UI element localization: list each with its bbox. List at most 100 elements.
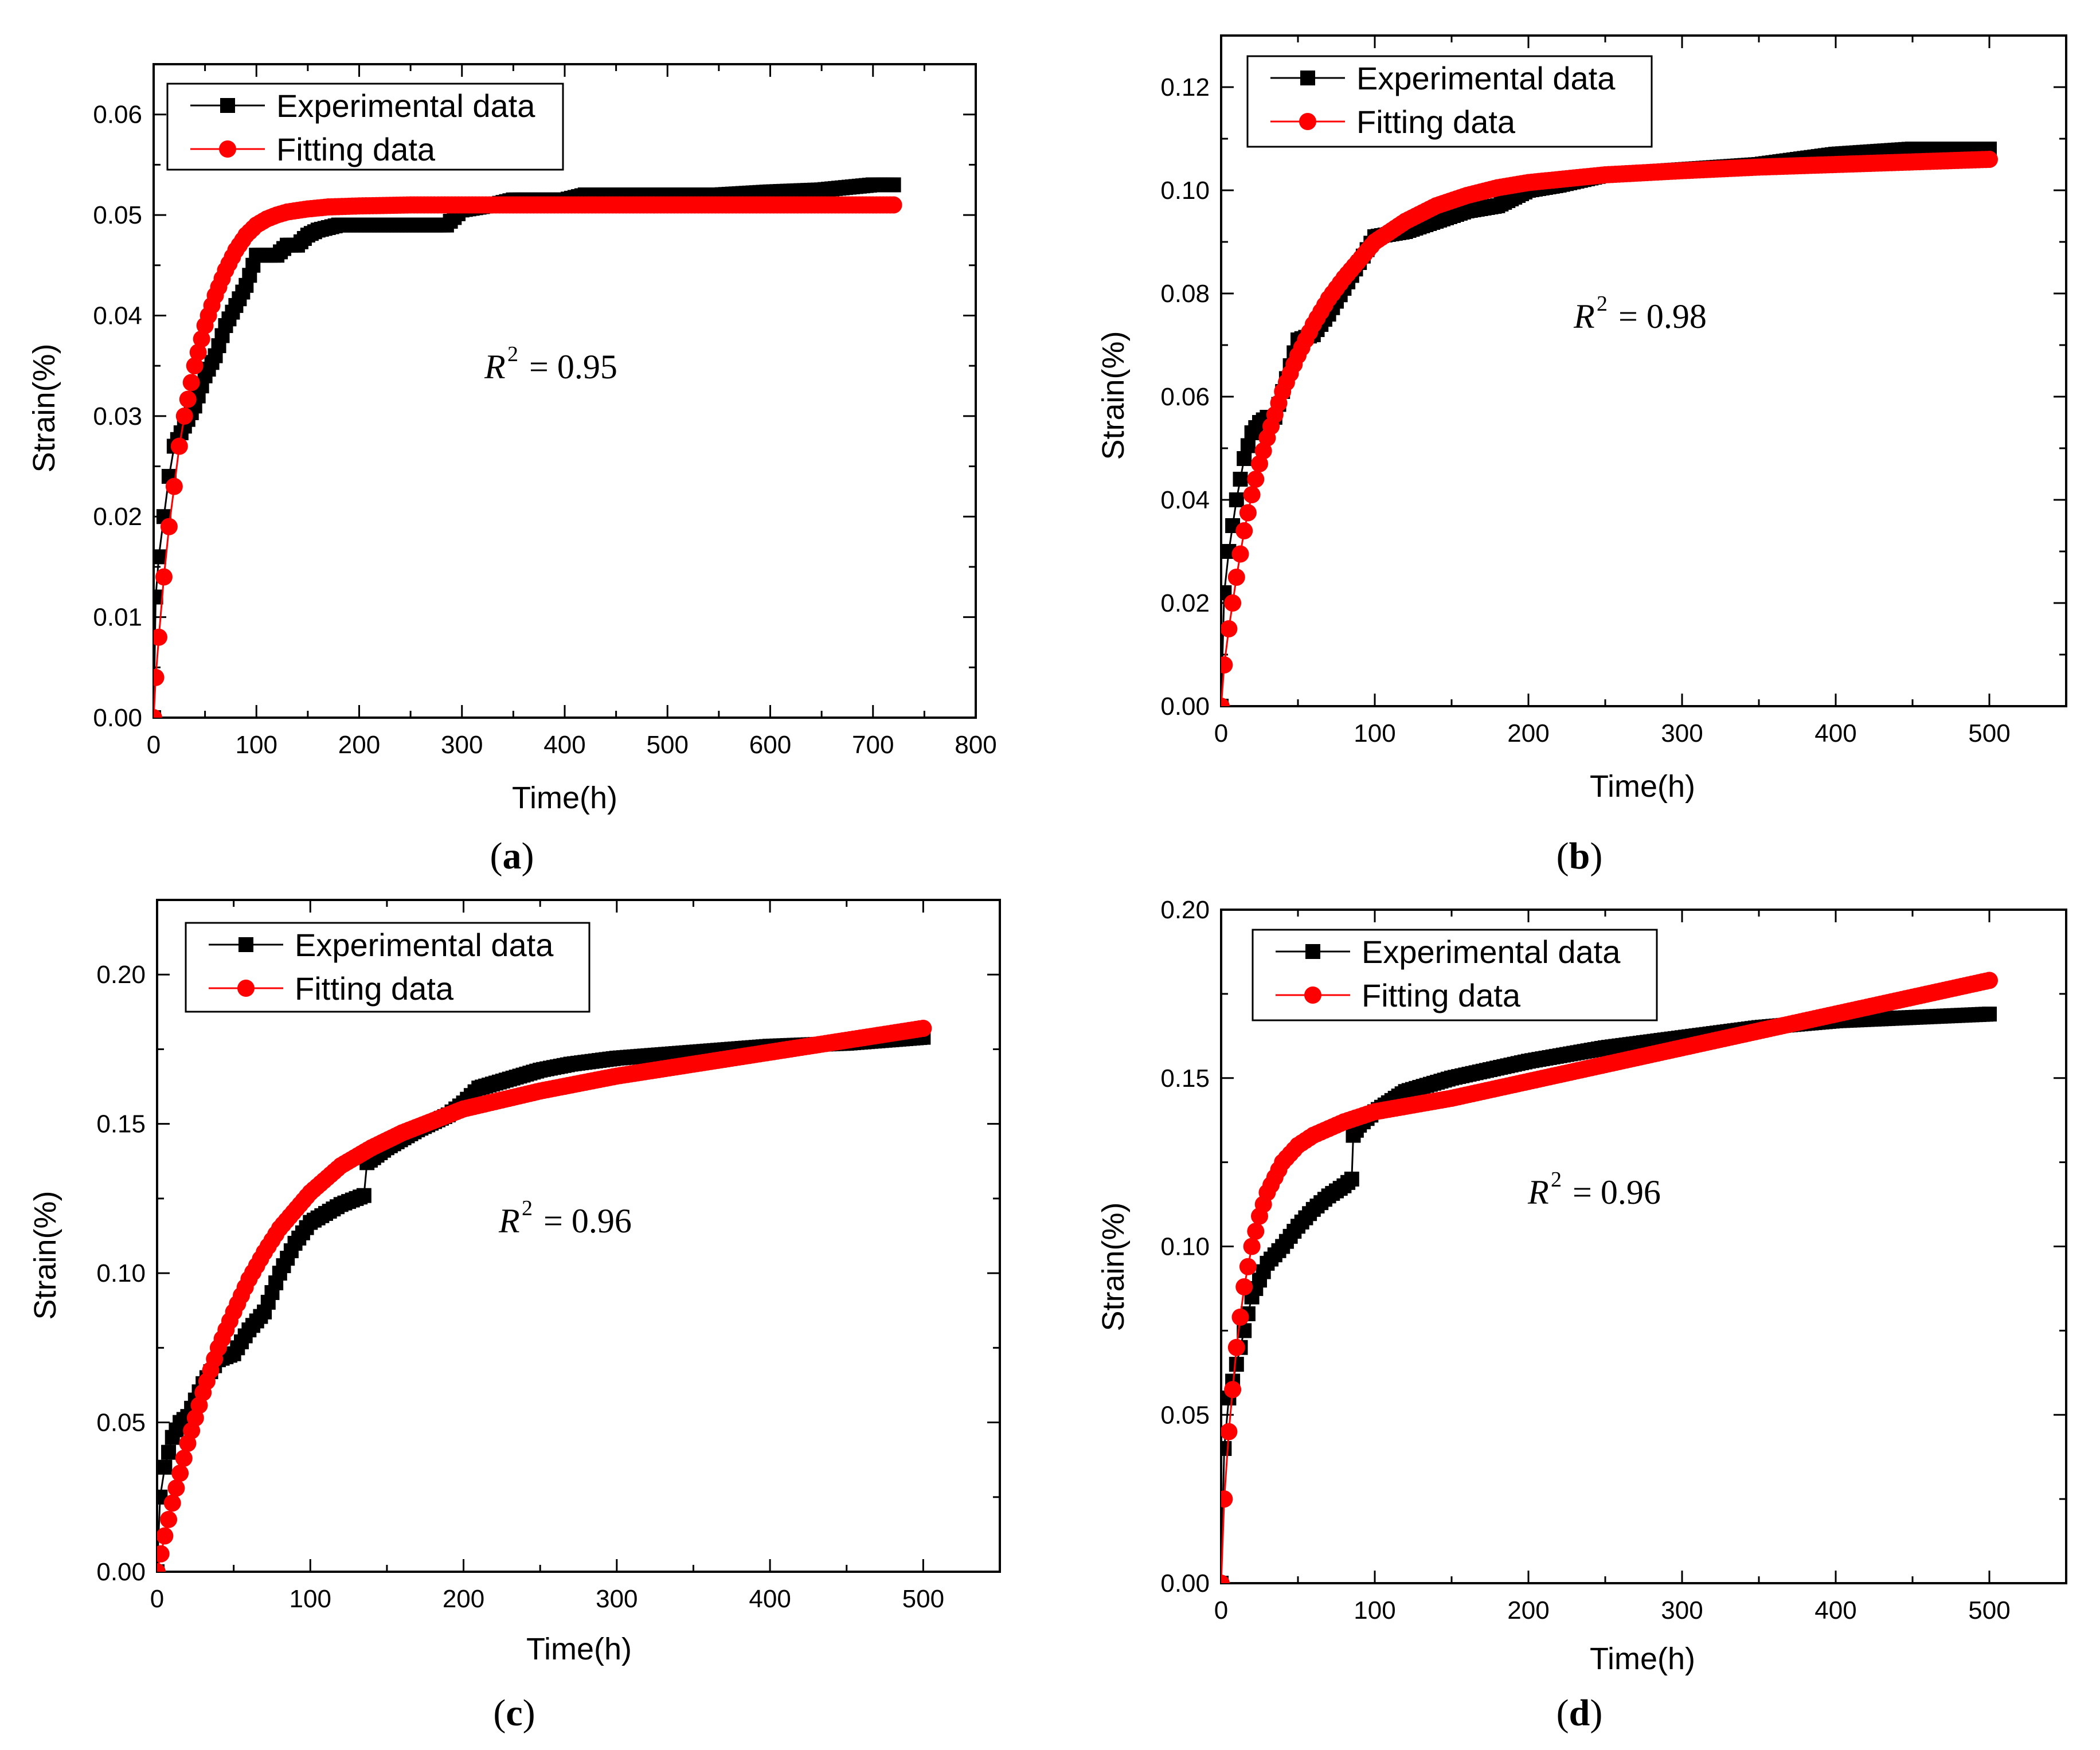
legend-label: Fitting data bbox=[295, 970, 454, 1007]
data-point-circle bbox=[1221, 620, 1238, 637]
data-point-square bbox=[157, 1459, 173, 1475]
data-point-square bbox=[154, 549, 166, 565]
data-point-circle bbox=[182, 374, 200, 392]
data-point-circle bbox=[1247, 471, 1265, 488]
series-fitting bbox=[1221, 972, 1998, 1583]
caption-open-paren: ( bbox=[1557, 1692, 1569, 1734]
r2-value: = 0.96 bbox=[1573, 1173, 1661, 1211]
plot-frame bbox=[152, 63, 977, 719]
data-point-circle bbox=[154, 668, 165, 686]
caption-open-paren: ( bbox=[493, 1692, 506, 1734]
y-tick-label: 0.15 bbox=[1160, 1064, 1210, 1093]
data-point-circle bbox=[1235, 522, 1253, 539]
y-tick-label: 0.06 bbox=[93, 101, 142, 129]
data-point-square bbox=[161, 1444, 177, 1460]
panel-caption: (a) bbox=[490, 835, 534, 877]
data-point-circle bbox=[170, 437, 188, 455]
y-axis-title: Strain(%) bbox=[28, 1191, 62, 1320]
data-point-circle bbox=[160, 1510, 178, 1528]
data-point-circle bbox=[155, 568, 173, 586]
data-point-circle bbox=[157, 1563, 166, 1572]
data-point-circle bbox=[1224, 1381, 1242, 1399]
x-axis-title: Time(h) bbox=[1590, 1642, 1695, 1676]
data-point-circle bbox=[1227, 569, 1245, 586]
r2-exponent: 2 bbox=[1597, 292, 1608, 316]
data-point-circle bbox=[1981, 151, 1998, 168]
legend-marker-circle bbox=[1304, 986, 1321, 1004]
series-fitting bbox=[157, 1019, 932, 1572]
data-point-circle bbox=[157, 1545, 170, 1563]
data-point-circle bbox=[914, 1019, 932, 1037]
plot-data bbox=[1221, 972, 1998, 1583]
y-axis-title: Strain(%) bbox=[1096, 1202, 1131, 1331]
legend: Experimental data Fitting data bbox=[185, 922, 590, 1013]
data-point-circle bbox=[1243, 1238, 1261, 1255]
x-tick-label: 300 bbox=[1661, 719, 1703, 747]
legend-label: Fitting data bbox=[1362, 977, 1521, 1013]
caption-close-paren: ) bbox=[1590, 1692, 1602, 1734]
legend-marker-square bbox=[1300, 71, 1315, 85]
x-axis-title: Time(h) bbox=[526, 1632, 632, 1666]
data-point-circle bbox=[154, 709, 162, 718]
r2-symbol: R bbox=[1527, 1173, 1549, 1211]
caption-open-paren: ( bbox=[1557, 835, 1569, 877]
caption-close-paren: ) bbox=[522, 835, 534, 877]
data-point-square bbox=[1982, 1007, 1997, 1022]
legend-label: Fitting data bbox=[276, 131, 436, 167]
panel-caption: (c) bbox=[493, 1692, 535, 1734]
x-tick-label: 0 bbox=[150, 1585, 164, 1613]
x-tick-label: 100 bbox=[1354, 1596, 1395, 1624]
data-point-circle bbox=[1231, 545, 1249, 563]
y-tick-label: 0.10 bbox=[1160, 177, 1210, 205]
legend-label: Experimental data bbox=[1356, 60, 1616, 96]
caption-letter: a bbox=[503, 835, 522, 877]
chart-panel-d: 0 100 200 300 400 500 0.00 0.05 0.10 0.15 0.20 Time… bbox=[1096, 896, 2067, 1734]
x-tick-label: 200 bbox=[1507, 1596, 1549, 1624]
series-fitting bbox=[154, 196, 902, 718]
caption-close-paren: ) bbox=[523, 1692, 535, 1734]
data-point-circle bbox=[1254, 442, 1272, 460]
y-tick-label: 0.08 bbox=[1160, 280, 1210, 308]
data-point-circle bbox=[171, 1465, 189, 1482]
caption-letter: b bbox=[1569, 835, 1590, 877]
r2-symbol: R bbox=[1573, 297, 1595, 335]
r2-value: = 0.96 bbox=[543, 1202, 632, 1240]
x-tick-label: 0 bbox=[1214, 1596, 1228, 1624]
data-point-square bbox=[1344, 1172, 1359, 1187]
r2-exponent: 2 bbox=[507, 342, 518, 366]
x-axis-title: Time(h) bbox=[512, 781, 617, 815]
y-tick-label: 0.00 bbox=[96, 1558, 146, 1586]
legend-marker-square bbox=[220, 98, 235, 113]
data-point-circle bbox=[1224, 594, 1242, 612]
plot-data bbox=[154, 177, 902, 718]
y-tick-label: 0.05 bbox=[96, 1409, 146, 1437]
legend-marker-circle bbox=[219, 140, 236, 158]
data-point-circle bbox=[189, 343, 207, 361]
r2-exponent: 2 bbox=[522, 1196, 533, 1220]
legend-label: Experimental data bbox=[295, 927, 554, 963]
caption-close-paren: ) bbox=[1590, 835, 1602, 877]
data-point-circle bbox=[163, 1494, 181, 1512]
y-tick-label: 0.15 bbox=[96, 1110, 146, 1138]
data-point-circle bbox=[885, 196, 902, 214]
x-tick-label: 400 bbox=[1814, 1596, 1856, 1624]
legend-marker-square bbox=[238, 937, 253, 952]
data-point-circle bbox=[165, 477, 183, 495]
data-point-square bbox=[1229, 1357, 1244, 1372]
y-tick-label: 0.00 bbox=[1160, 1569, 1210, 1598]
chart-panel-a: 0 100 200 300 400 500 600 700 800 0.00 0.01 0.02 0.0… bbox=[27, 63, 997, 877]
legend: Experimental data Fitting data bbox=[166, 83, 564, 171]
x-tick-label: 0 bbox=[147, 731, 161, 759]
data-point-circle bbox=[154, 628, 167, 646]
r2-symbol: R bbox=[498, 1202, 520, 1240]
x-tick-label: 500 bbox=[1968, 719, 2010, 747]
y-tick-label: 0.00 bbox=[93, 704, 142, 732]
data-point-circle bbox=[175, 1450, 193, 1467]
y-tick-label: 0.04 bbox=[93, 302, 142, 330]
chart-panels: 0 100 200 300 400 500 600 700 8000.000.010.020.0… bbox=[27, 34, 2067, 1734]
x-tick-label: 100 bbox=[290, 1585, 331, 1613]
data-point-square bbox=[1229, 492, 1244, 507]
x-tick-label: 200 bbox=[338, 731, 380, 759]
data-point-circle bbox=[186, 357, 204, 375]
